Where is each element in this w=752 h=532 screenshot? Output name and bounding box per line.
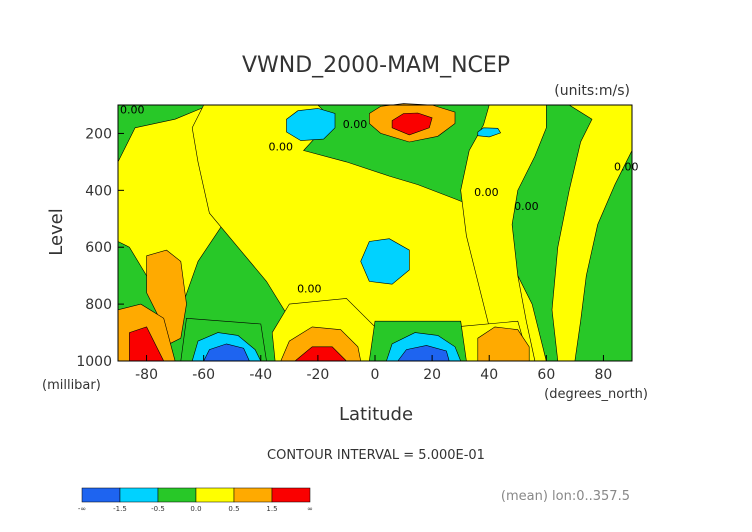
y-units-label: (millibar): [42, 378, 101, 393]
x-tick-label: 0: [371, 367, 380, 383]
y-tick-label: 400: [85, 183, 112, 199]
colorbar-swatch: [119, 487, 159, 503]
colorbar-swatch: [81, 487, 121, 503]
contour-label: 0.00: [514, 200, 539, 213]
contour-fill-regions: [117, 103, 633, 362]
y-tick-label: 600: [85, 240, 112, 256]
units-label: (units:m/s): [554, 83, 630, 99]
y-tick-label: 1000: [76, 354, 112, 370]
colorbar-label: 1.5: [266, 505, 277, 513]
contour-label: 0.00: [474, 186, 499, 199]
contour-region-red-sh-pole: [129, 326, 165, 362]
contour-region-cyan-top-sh: [286, 108, 336, 141]
x-tick-label: -40: [249, 367, 272, 383]
x-tick-label: 40: [480, 367, 498, 383]
colorbar-swatch: [233, 487, 273, 503]
x-tick-label: -20: [306, 367, 329, 383]
contour-label: 0.00: [614, 160, 639, 173]
contour-labels: 0.00 0.00 0.00 0.00 0.00 0.00 0.00: [120, 104, 639, 296]
x-tick-label: 60: [537, 367, 555, 383]
colorbar-swatch: [157, 487, 197, 503]
x-axis-title: Latitude: [339, 404, 413, 425]
colorbar: -∞ -1.5 -0.5 0.0 0.5 1.5 ∞: [78, 487, 313, 513]
contour-region-red-jet: [391, 112, 433, 136]
contour-region-orange-sh-pole: [146, 249, 187, 345]
x-tick-label: 80: [595, 367, 613, 383]
colorbar-label: -0.5: [151, 505, 165, 513]
contour-label: 0.00: [269, 141, 294, 154]
y-axis-title: Level: [46, 208, 67, 256]
colorbar-label: -1.5: [113, 505, 127, 513]
colorbar-label: 0.5: [228, 505, 239, 513]
colorbar-label: ∞: [307, 505, 313, 513]
colorbar-label: 0.0: [190, 505, 201, 513]
chart-title: VWND_2000-MAM_NCEP: [242, 53, 510, 78]
colorbar-swatch: [195, 487, 235, 503]
contour-region-cyan-mid: [360, 238, 410, 285]
contour-region-yellow-top: [191, 104, 547, 362]
y-tick-label: 800: [85, 297, 112, 313]
contour-region-cyan-top-nh: [477, 127, 502, 138]
x-tick-label: -80: [135, 367, 158, 383]
contour-label: 0.00: [297, 283, 322, 296]
x-axis: -80 -60 -40 -20 0 20 40 60 80: [135, 355, 612, 383]
colorbar-swatch: [271, 487, 311, 503]
x-tick-label: -60: [192, 367, 215, 383]
contour-label: 0.00: [343, 118, 368, 131]
x-tick-label: 20: [423, 367, 441, 383]
y-tick-label: 200: [85, 126, 112, 142]
mean-note: (mean) lon:0..357.5: [501, 489, 630, 504]
contour-label: 0.00: [120, 104, 145, 117]
x-units-label: (degrees_north): [544, 387, 648, 402]
y-axis: 200 400 600 800 1000: [76, 126, 124, 370]
colorbar-label: -∞: [78, 505, 86, 513]
contour-interval: CONTOUR INTERVAL = 5.000E-01: [267, 448, 485, 463]
